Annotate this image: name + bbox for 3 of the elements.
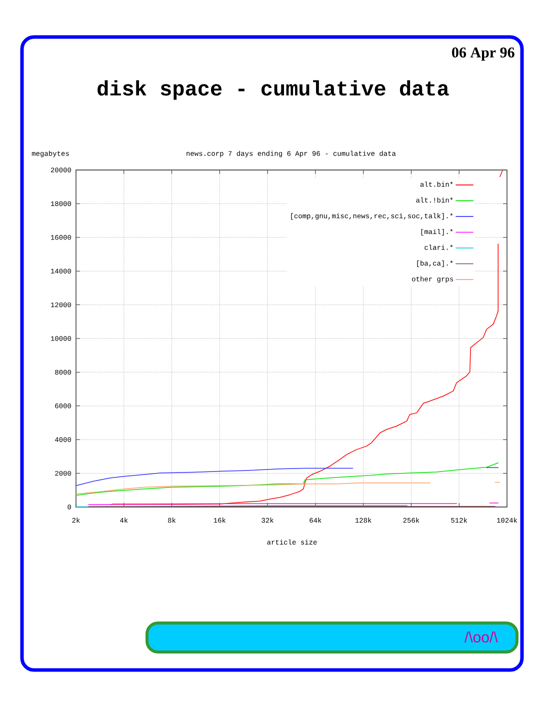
chart-title: disk space - cumulative data: [98, 80, 449, 100]
text: 06 Apr 96: [452, 47, 514, 61]
text: /\oo/\: [464, 632, 498, 643]
